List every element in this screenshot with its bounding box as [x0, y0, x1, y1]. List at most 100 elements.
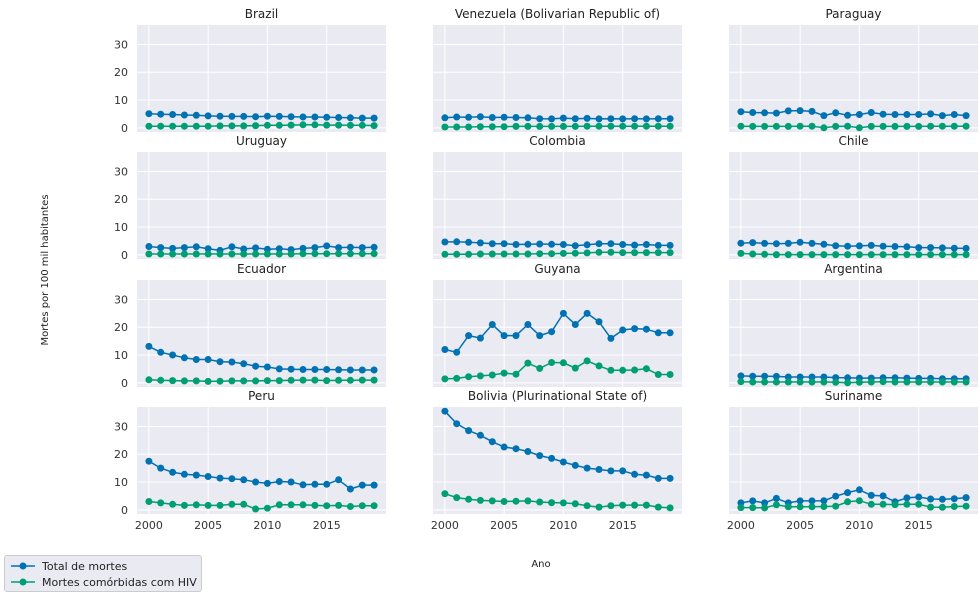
- data-point-hiv: [583, 249, 591, 257]
- data-point-total: [820, 112, 828, 120]
- data-point-total: [192, 243, 200, 251]
- data-point-hiv: [784, 251, 792, 259]
- data-point-hiv: [169, 377, 177, 385]
- data-point-total: [370, 114, 378, 122]
- data-point-hiv: [548, 499, 556, 507]
- data-point-total: [180, 111, 188, 119]
- panel-title: Colombia: [529, 134, 585, 148]
- data-point-hiv: [323, 502, 331, 510]
- data-point-total: [772, 494, 780, 502]
- data-point-hiv: [335, 121, 343, 129]
- data-point-hiv: [500, 369, 508, 377]
- data-point-total: [252, 113, 260, 121]
- data-point-total: [737, 372, 745, 380]
- data-point-hiv: [370, 502, 378, 510]
- panel-title: Paraguay: [825, 7, 881, 21]
- data-point-hiv: [275, 250, 283, 258]
- data-point-total: [962, 494, 970, 502]
- data-point-hiv: [169, 500, 177, 508]
- data-point-total: [488, 114, 496, 121]
- data-point-hiv: [536, 250, 544, 258]
- data-point-total: [642, 241, 650, 248]
- data-point-total: [607, 115, 615, 123]
- data-point-total: [631, 241, 639, 249]
- data-point-total: [832, 109, 840, 117]
- data-point-hiv: [666, 122, 674, 130]
- data-point-hiv: [311, 376, 319, 384]
- data-point-total: [346, 114, 354, 122]
- data-point-total: [465, 238, 473, 246]
- data-point-hiv: [204, 250, 212, 258]
- data-point-hiv: [938, 251, 946, 259]
- data-point-hiv: [832, 378, 840, 386]
- data-point-total: [252, 244, 260, 252]
- panel: 0 10 20 30 2000 2005 2010 2015 Peru: [114, 389, 386, 532]
- data-point-total: [488, 240, 496, 248]
- data-point-total: [335, 244, 343, 252]
- data-point-hiv: [192, 377, 200, 385]
- data-point-total: [583, 309, 591, 317]
- data-point-total: [772, 240, 780, 248]
- data-point-hiv: [228, 377, 236, 385]
- panel-background: [729, 407, 978, 514]
- data-point-total: [216, 112, 224, 120]
- data-point-total: [832, 242, 840, 250]
- data-point-total: [962, 112, 970, 120]
- legend-item-hiv: Mortes comórbidas com HIV: [11, 574, 197, 590]
- data-point-total: [784, 107, 792, 115]
- data-point-hiv: [950, 503, 958, 510]
- data-point-total: [749, 372, 757, 380]
- y-tick-label: 30: [114, 38, 128, 51]
- data-point-total: [927, 110, 935, 118]
- data-point-total: [903, 494, 911, 502]
- x-tick-label: 2000: [135, 519, 163, 532]
- data-point-hiv: [500, 123, 508, 131]
- x-axis-label: Ano: [531, 559, 550, 570]
- data-point-total: [915, 244, 923, 252]
- data-point-hiv: [749, 250, 757, 258]
- data-point-total: [737, 108, 745, 116]
- data-point-total: [844, 111, 852, 119]
- data-point-total: [536, 332, 544, 340]
- data-point-total: [761, 499, 769, 507]
- data-point-total: [311, 366, 319, 373]
- panel-background: [137, 407, 386, 514]
- data-point-hiv: [796, 503, 804, 511]
- data-point-total: [844, 374, 852, 382]
- data-point-total: [180, 354, 188, 362]
- data-point-total: [441, 407, 449, 415]
- data-point-total: [299, 366, 307, 373]
- data-point-hiv: [240, 500, 248, 508]
- data-point-hiv: [749, 504, 757, 512]
- data-point-total: [666, 474, 674, 482]
- y-tick-label: 30: [114, 420, 128, 433]
- data-point-hiv: [548, 359, 556, 366]
- y-tick-label: 10: [114, 221, 128, 234]
- data-point-total: [358, 366, 366, 374]
- y-tick-label: 10: [114, 349, 128, 362]
- legend-label-hiv: Mortes comórbidas com HIV: [42, 575, 197, 589]
- data-point-total: [512, 241, 520, 248]
- data-point-total: [500, 332, 508, 340]
- data-point-total: [749, 497, 757, 505]
- data-point-total: [240, 360, 248, 368]
- data-point-hiv: [453, 494, 461, 502]
- panel: 2000 2005 2010 2015 Bolivia (Plurinational S…: [431, 389, 682, 532]
- data-point-total: [204, 245, 212, 253]
- data-point-total: [275, 478, 283, 485]
- data-point-hiv: [642, 249, 650, 257]
- data-point-total: [796, 107, 804, 115]
- data-point-hiv: [879, 378, 887, 386]
- data-point-hiv: [145, 376, 153, 384]
- data-point-total: [524, 240, 532, 248]
- data-point-hiv: [263, 377, 271, 385]
- data-point-hiv: [559, 249, 567, 257]
- data-point-total: [370, 243, 378, 251]
- data-point-hiv: [358, 250, 366, 258]
- data-point-hiv: [796, 378, 804, 386]
- data-point-hiv: [299, 121, 307, 129]
- data-point-hiv: [145, 122, 153, 130]
- data-point-hiv: [891, 501, 899, 509]
- data-point-hiv: [832, 251, 840, 259]
- data-point-total: [962, 244, 970, 252]
